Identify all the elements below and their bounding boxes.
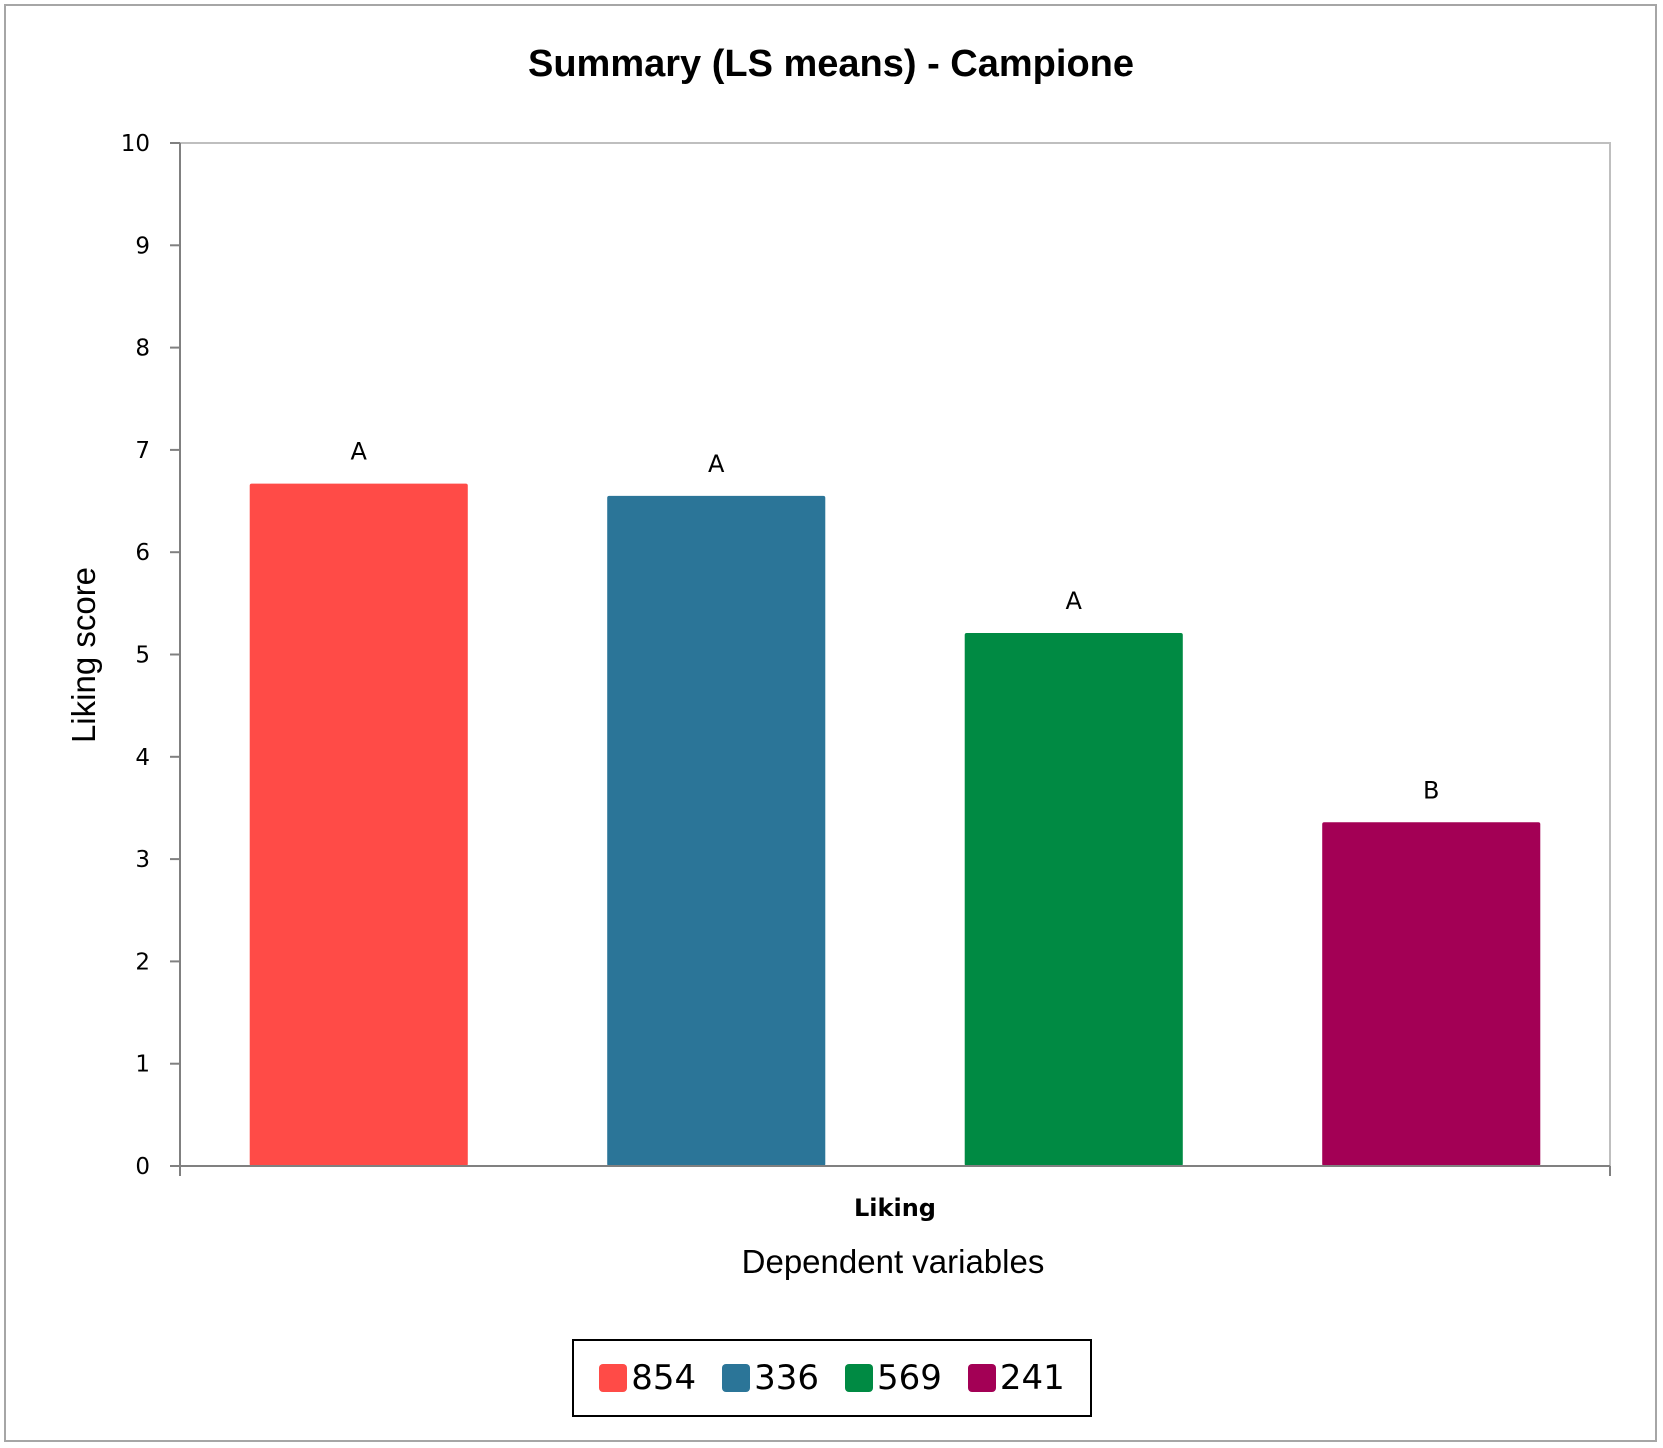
y-tick-label: 1 bbox=[135, 1052, 150, 1078]
x-axis-title: Dependent variables bbox=[742, 1243, 1045, 1280]
legend: 854 336 569 241 bbox=[572, 1339, 1092, 1417]
legend-label: 569 bbox=[877, 1358, 942, 1398]
y-tick-label: 5 bbox=[135, 643, 150, 669]
legend-swatch bbox=[599, 1364, 628, 1392]
bar-group-letter-854: A bbox=[351, 438, 368, 466]
legend-label: 336 bbox=[754, 1358, 819, 1398]
bar-group-letter-241: B bbox=[1423, 776, 1439, 804]
bar-group-letter-569: A bbox=[1066, 587, 1083, 615]
bars-group: A A A B bbox=[249, 438, 1541, 1166]
legend-swatch bbox=[967, 1364, 996, 1392]
bar-group-letter-336: A bbox=[708, 450, 725, 478]
legend-swatch bbox=[845, 1364, 873, 1392]
y-tick-label: 8 bbox=[135, 336, 150, 362]
bar-336 bbox=[607, 495, 826, 1166]
y-tick-label: 10 bbox=[121, 131, 150, 157]
y-tick-label: 0 bbox=[135, 1154, 150, 1180]
y-axis-title: Liking score bbox=[65, 567, 102, 743]
bar-854 bbox=[249, 483, 468, 1166]
y-tick-label: 3 bbox=[135, 847, 150, 873]
legend-label: 854 bbox=[631, 1358, 697, 1398]
legend-item-854: 854 bbox=[599, 1358, 696, 1398]
legend-swatch bbox=[722, 1364, 751, 1392]
bar-241 bbox=[1322, 822, 1541, 1166]
y-tick-label: 2 bbox=[135, 949, 150, 975]
y-tick-label: 4 bbox=[135, 745, 150, 771]
y-tick-label: 9 bbox=[135, 233, 150, 259]
y-tick-label: 7 bbox=[135, 438, 150, 464]
legend-item-241: 241 bbox=[967, 1358, 1065, 1398]
chart-title: Summary (LS means) - Campione bbox=[528, 43, 1134, 85]
bar-569 bbox=[964, 633, 1183, 1166]
y-axis: 0 1 2 3 4 5 6 7 8 9 10 bbox=[121, 131, 181, 1180]
legend-item-336: 336 bbox=[722, 1358, 819, 1398]
legend-item-569: 569 bbox=[845, 1358, 942, 1398]
legend-label: 241 bbox=[999, 1358, 1065, 1398]
x-category-label: Liking bbox=[854, 1194, 936, 1222]
y-tick-label: 6 bbox=[135, 540, 150, 566]
